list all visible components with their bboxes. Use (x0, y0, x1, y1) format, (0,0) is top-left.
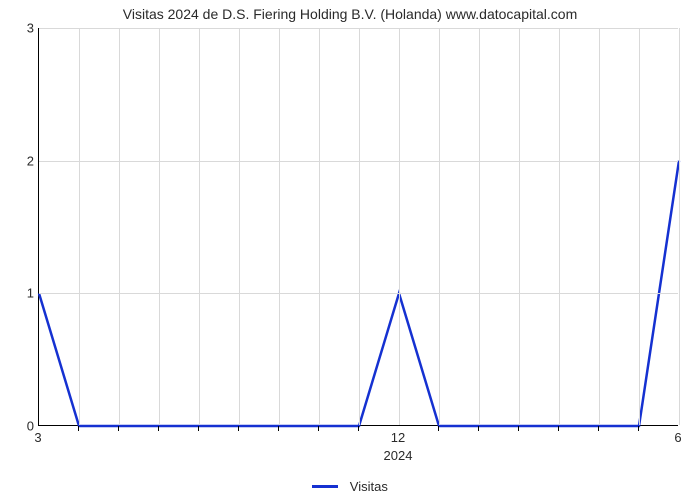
vgrid-line (439, 28, 440, 425)
y-tick-label: 1 (4, 286, 34, 301)
y-tick-label: 0 (4, 419, 34, 434)
vgrid-line (359, 28, 360, 425)
legend: Visitas (0, 478, 700, 494)
x-minor-tick (478, 426, 479, 431)
vgrid-line (639, 28, 640, 425)
line-chart: Visitas 2024 de D.S. Fiering Holding B.V… (0, 0, 700, 500)
x-minor-tick (118, 426, 119, 431)
plot-area (38, 28, 678, 426)
x-minor-tick (198, 426, 199, 431)
vgrid-line (679, 28, 680, 425)
vgrid-line (279, 28, 280, 425)
x-tick-label: 6 (674, 430, 681, 445)
vgrid-line (559, 28, 560, 425)
y-tick-label: 2 (4, 153, 34, 168)
x-minor-tick (518, 426, 519, 431)
x-minor-tick (158, 426, 159, 431)
x-tick-label: 3 (34, 430, 41, 445)
x-minor-tick (598, 426, 599, 431)
x-minor-tick (318, 426, 319, 431)
vgrid-line (399, 28, 400, 425)
vgrid-line (599, 28, 600, 425)
legend-swatch (312, 485, 338, 488)
chart-title: Visitas 2024 de D.S. Fiering Holding B.V… (0, 6, 700, 22)
x-minor-tick (78, 426, 79, 431)
legend-label: Visitas (350, 479, 388, 494)
x-minor-tick (238, 426, 239, 431)
x-axis-label: 2024 (384, 448, 413, 463)
vgrid-line (159, 28, 160, 425)
vgrid-line (239, 28, 240, 425)
x-minor-tick (558, 426, 559, 431)
x-minor-tick (438, 426, 439, 431)
vgrid-line (79, 28, 80, 425)
x-minor-tick (278, 426, 279, 431)
x-minor-tick (638, 426, 639, 431)
vgrid-line (119, 28, 120, 425)
vgrid-line (519, 28, 520, 425)
vgrid-line (479, 28, 480, 425)
vgrid-line (199, 28, 200, 425)
x-minor-tick (358, 426, 359, 431)
x-tick-label: 12 (391, 430, 405, 445)
vgrid-line (319, 28, 320, 425)
y-tick-label: 3 (4, 21, 34, 36)
